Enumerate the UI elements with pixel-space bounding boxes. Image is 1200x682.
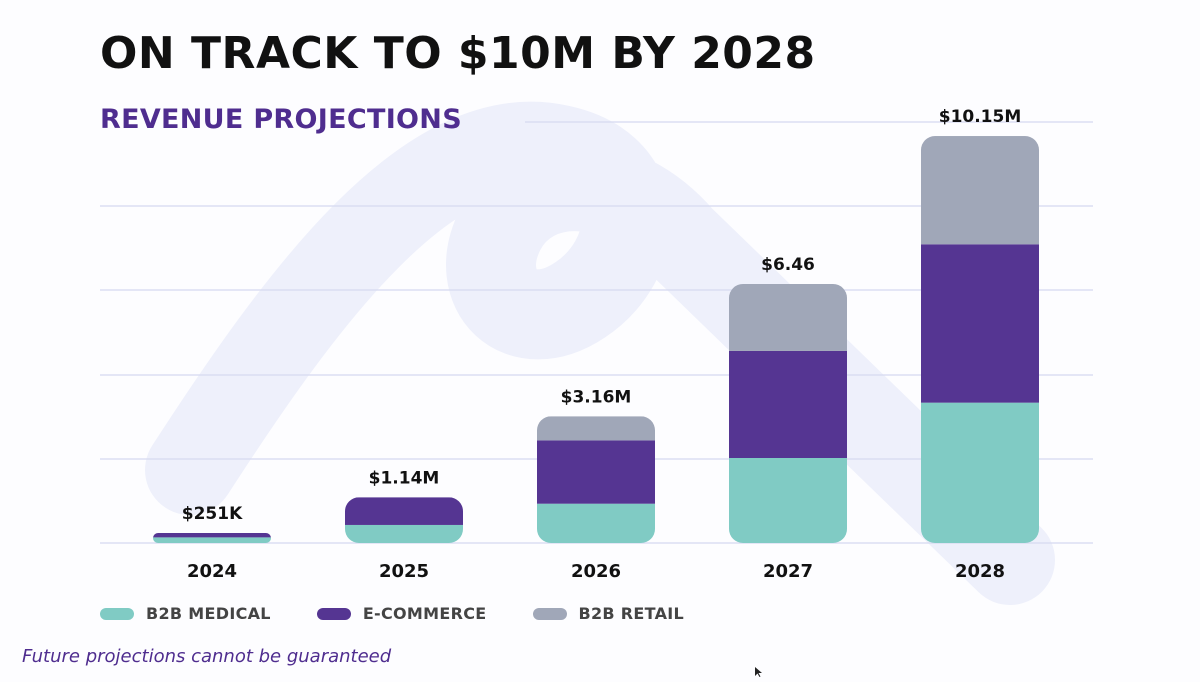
legend-item-b2b-retail: B2B RETAIL <box>532 604 685 623</box>
bar-segment-b2b-medical-2027 <box>729 457 847 543</box>
chart-subtitle: REVENUE PROJECTIONS <box>100 104 462 135</box>
bar-segment-b2b-medical-2026 <box>537 503 655 543</box>
bar-group-2026 <box>537 416 655 543</box>
bar-segment-b2b-retail-2027 <box>729 283 847 351</box>
bar-segment-b2b-retail-2028 <box>921 136 1039 245</box>
bar-group-2025 <box>345 497 463 543</box>
bar-segment-b2b-medical-2024 <box>153 537 271 543</box>
bar-total-label-2028: $10.15M <box>939 107 1022 127</box>
bar-total-label-2025: $1.14M <box>369 468 440 488</box>
bar-segment-e-commerce-2025 <box>345 497 463 525</box>
page-title: ON TRACK TO $10M BY 2028 <box>100 28 816 79</box>
chart-legend: B2B MEDICAL E-COMMERCE B2B RETAIL <box>100 604 684 623</box>
legend-label-e-commerce: E-COMMERCE <box>362 604 487 623</box>
x-tick-label-2027: 2027 <box>763 561 813 582</box>
bar-segment-e-commerce-2027 <box>729 350 847 458</box>
bar-segment-e-commerce-2024 <box>153 532 271 538</box>
bar-segment-e-commerce-2026 <box>537 440 655 504</box>
bar-segment-b2b-retail-2026 <box>537 416 655 441</box>
legend-item-e-commerce: E-COMMERCE <box>316 604 487 623</box>
x-tick-label-2028: 2028 <box>955 561 1005 582</box>
bar-segment-e-commerce-2028 <box>921 244 1039 403</box>
bar-total-label-2026: $3.16M <box>561 387 632 407</box>
legend-swatch-e-commerce <box>316 607 351 620</box>
legend-label-b2b-medical: B2B MEDICAL <box>146 604 271 623</box>
bar-segment-b2b-medical-2025 <box>345 524 463 543</box>
bar-group-2028 <box>921 136 1039 543</box>
bar-group-2024 <box>153 532 271 543</box>
bar-total-label-2027: $6.46 <box>761 255 815 275</box>
legend-label-b2b-retail: B2B RETAIL <box>578 604 685 623</box>
bar-total-label-2024: $251K <box>182 504 243 524</box>
disclaimer-footnote: Future projections cannot be guaranteed <box>22 646 392 667</box>
x-tick-label-2024: 2024 <box>187 561 237 582</box>
x-tick-label-2026: 2026 <box>571 561 621 582</box>
legend-swatch-b2b-medical <box>100 607 134 620</box>
bar-segment-b2b-medical-2028 <box>921 402 1039 543</box>
legend-item-b2b-medical: B2B MEDICAL <box>100 604 271 623</box>
mouse-cursor-icon <box>755 667 762 677</box>
bar-group-2027 <box>729 283 847 543</box>
x-tick-label-2025: 2025 <box>379 561 429 582</box>
legend-swatch-b2b-retail <box>532 607 567 620</box>
